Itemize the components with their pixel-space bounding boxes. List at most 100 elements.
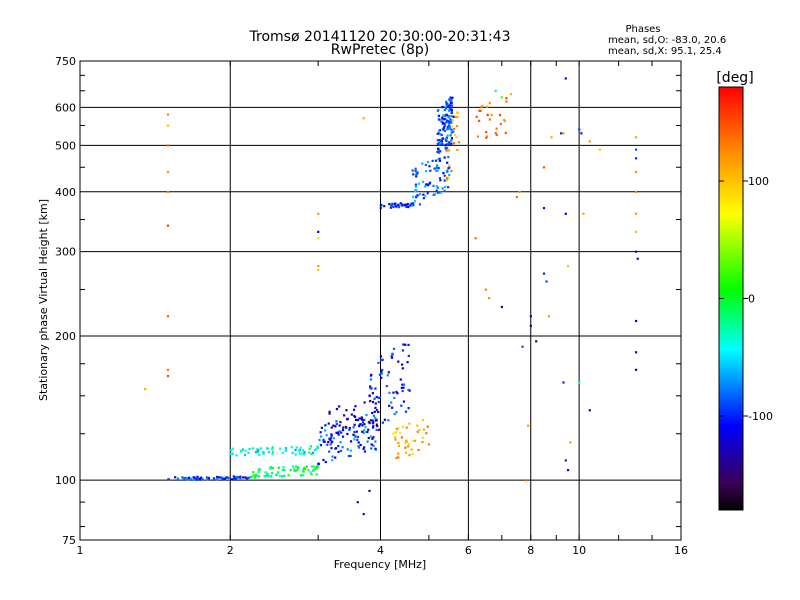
data-point: [402, 386, 405, 389]
data-point: [312, 469, 315, 472]
data-point: [404, 410, 408, 413]
data-point: [338, 405, 341, 408]
data-point: [407, 388, 410, 391]
data-point: [447, 149, 451, 152]
data-point: [235, 475, 238, 479]
data-point: [634, 368, 638, 371]
data-point: [166, 124, 170, 127]
data-point: [485, 130, 488, 134]
data-point: [406, 361, 409, 364]
data-point: [254, 450, 258, 454]
data-point: [547, 315, 551, 318]
data-point: [369, 399, 372, 403]
data-point: [330, 441, 333, 444]
data-point: [446, 169, 449, 172]
data-point: [409, 204, 412, 207]
data-point: [408, 454, 411, 457]
data-point: [166, 144, 170, 147]
data-point: [500, 96, 504, 99]
data-point: [378, 396, 381, 399]
data-point: [287, 474, 290, 477]
data-point: [325, 433, 328, 437]
data-point: [441, 116, 444, 119]
data-point: [421, 441, 424, 444]
data-point: [330, 426, 333, 429]
data-point: [340, 431, 343, 434]
data-point: [372, 444, 375, 447]
data-point: [395, 427, 399, 431]
data-point: [443, 124, 447, 127]
data-point: [166, 113, 170, 116]
data-point: [232, 475, 235, 478]
data-point: [438, 177, 442, 180]
legend-line-x: mean, sd,X: 95.1, 25.4: [608, 46, 722, 57]
data-point: [560, 132, 563, 135]
data-point: [411, 452, 414, 455]
data-point: [634, 148, 638, 151]
data-point: [447, 116, 450, 119]
data-point: [246, 477, 249, 480]
data-point: [441, 106, 444, 109]
data-point: [292, 468, 296, 471]
data-point: [401, 389, 404, 393]
data-point: [414, 190, 417, 193]
data-point: [262, 452, 265, 455]
data-point: [449, 134, 452, 137]
data-point: [412, 173, 415, 176]
y-tick-label: 100: [55, 474, 76, 487]
data-point: [369, 385, 372, 388]
data-point: [373, 410, 376, 413]
data-point: [442, 118, 445, 121]
data-point: [234, 477, 238, 480]
data-point: [449, 96, 452, 99]
data-point: [241, 448, 244, 451]
x-tick-label: 4: [377, 544, 384, 557]
data-point: [495, 133, 498, 137]
data-point: [291, 465, 295, 468]
data-point: [451, 96, 454, 99]
data-point: [405, 203, 408, 206]
data-point: [424, 185, 427, 188]
data-point: [296, 466, 299, 469]
data-point: [393, 396, 396, 400]
data-point: [357, 446, 361, 449]
data-point: [437, 191, 441, 194]
data-point: [447, 124, 450, 127]
data-point: [421, 419, 425, 422]
colorbar-tick-label: 0: [748, 293, 755, 306]
data-point: [390, 401, 393, 404]
data-point: [407, 443, 410, 446]
data-point: [349, 440, 353, 443]
data-point: [367, 436, 370, 440]
data-point: [331, 459, 334, 462]
data-point: [636, 257, 639, 260]
data-point: [391, 406, 394, 409]
data-point: [252, 471, 255, 474]
data-point: [369, 378, 373, 381]
data-point: [634, 190, 638, 193]
data-point: [289, 469, 292, 472]
data-point: [542, 272, 546, 275]
data-point: [308, 451, 311, 454]
data-point: [215, 477, 219, 480]
data-point: [397, 360, 400, 363]
data-point: [417, 448, 420, 452]
data-point: [397, 444, 401, 447]
data-point: [392, 432, 395, 435]
data-point: [443, 189, 446, 192]
data-point: [580, 132, 583, 135]
data-point: [479, 109, 482, 113]
data-point: [281, 475, 284, 478]
data-point: [439, 132, 442, 136]
data-point: [438, 129, 441, 132]
data-point: [432, 193, 435, 197]
data-point: [488, 102, 491, 105]
data-point: [212, 477, 216, 480]
data-point: [426, 192, 429, 195]
data-point: [371, 419, 374, 422]
data-point: [379, 203, 382, 207]
data-point: [445, 179, 448, 182]
data-point: [445, 119, 449, 122]
grid: [80, 61, 681, 540]
legend-title: Phases: [625, 24, 660, 35]
